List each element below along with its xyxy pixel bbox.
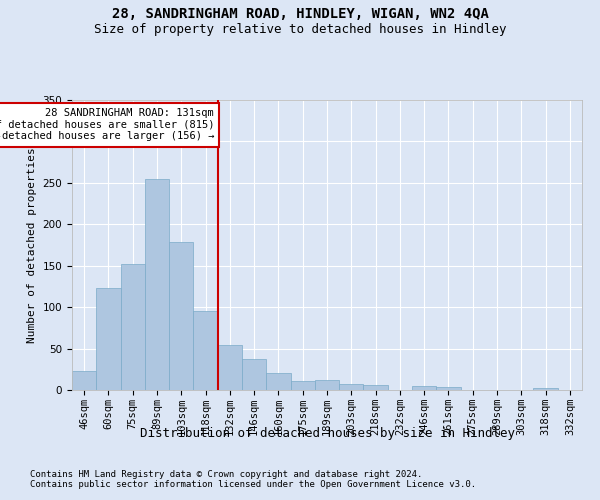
Bar bbox=[436, 386, 461, 390]
Bar bbox=[290, 381, 315, 390]
Bar bbox=[96, 288, 121, 390]
Bar bbox=[315, 380, 339, 390]
Bar bbox=[412, 386, 436, 390]
Bar bbox=[169, 242, 193, 390]
Bar bbox=[533, 388, 558, 390]
Text: Distribution of detached houses by size in Hindley: Distribution of detached houses by size … bbox=[139, 428, 515, 440]
Bar bbox=[193, 312, 218, 390]
Text: 28 SANDRINGHAM ROAD: 131sqm
← 83% of detached houses are smaller (815)
16% of se: 28 SANDRINGHAM ROAD: 131sqm ← 83% of det… bbox=[0, 108, 214, 142]
Bar bbox=[242, 358, 266, 390]
Y-axis label: Number of detached properties: Number of detached properties bbox=[27, 147, 37, 343]
Bar bbox=[339, 384, 364, 390]
Text: Size of property relative to detached houses in Hindley: Size of property relative to detached ho… bbox=[94, 22, 506, 36]
Text: Contains public sector information licensed under the Open Government Licence v3: Contains public sector information licen… bbox=[30, 480, 476, 489]
Bar bbox=[218, 346, 242, 390]
Text: 28, SANDRINGHAM ROAD, HINDLEY, WIGAN, WN2 4QA: 28, SANDRINGHAM ROAD, HINDLEY, WIGAN, WN… bbox=[112, 8, 488, 22]
Bar bbox=[266, 374, 290, 390]
Bar bbox=[121, 264, 145, 390]
Bar bbox=[364, 385, 388, 390]
Bar bbox=[145, 178, 169, 390]
Bar bbox=[72, 371, 96, 390]
Text: Contains HM Land Registry data © Crown copyright and database right 2024.: Contains HM Land Registry data © Crown c… bbox=[30, 470, 422, 479]
